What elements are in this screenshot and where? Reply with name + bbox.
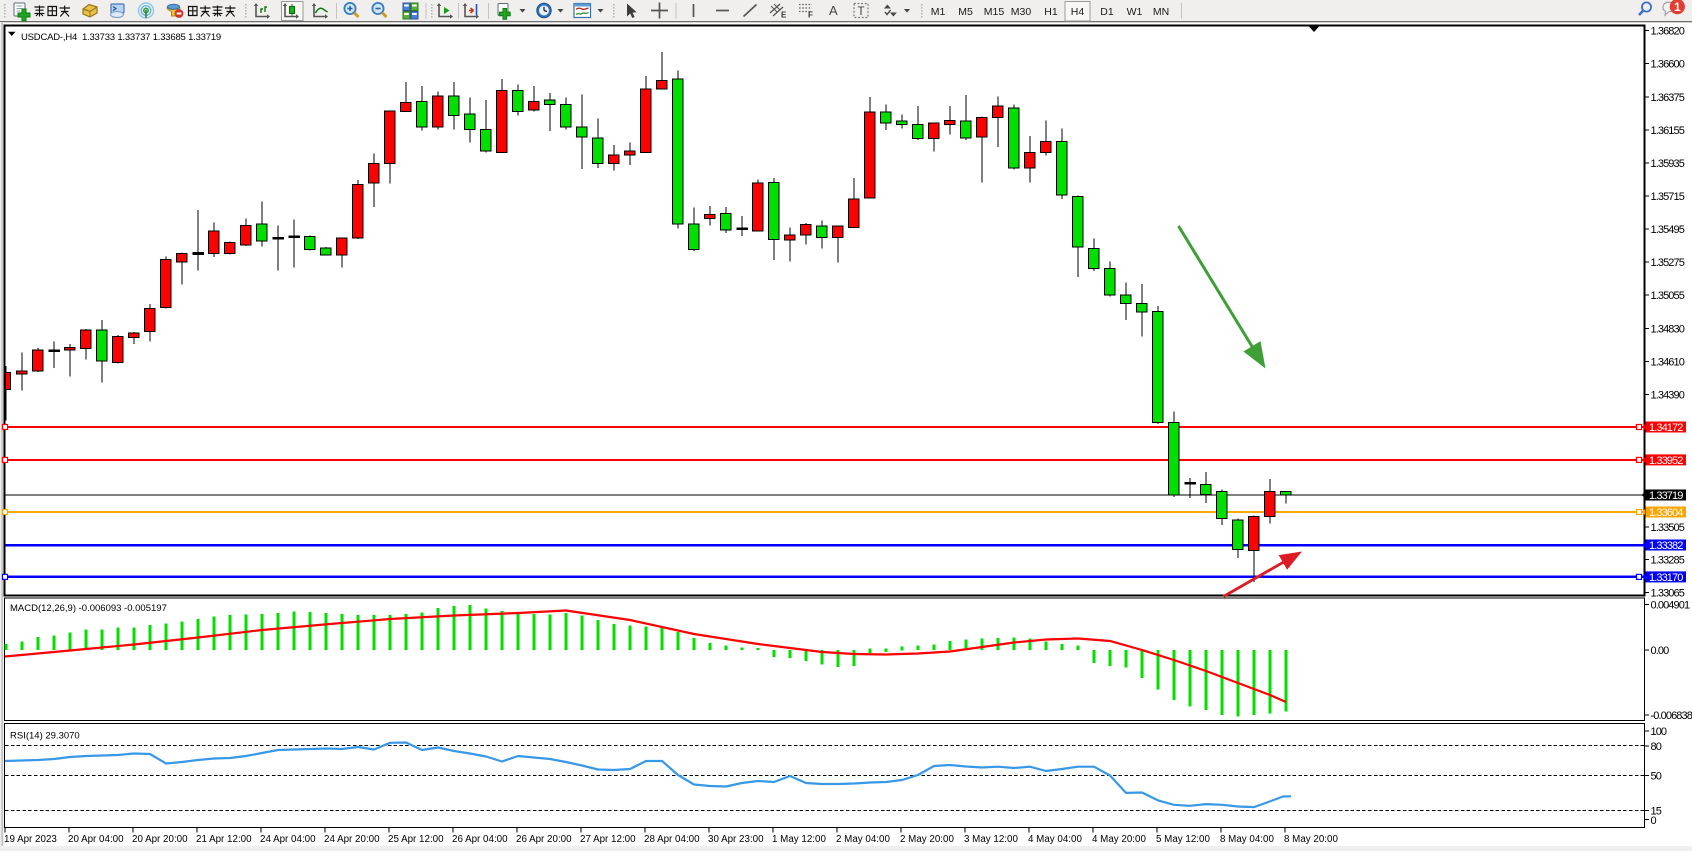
svg-text:26 Apr 20:00: 26 Apr 20:00 xyxy=(516,834,572,845)
svg-text:1.35055: 1.35055 xyxy=(1651,290,1685,302)
svg-text:3 May 12:00: 3 May 12:00 xyxy=(964,834,1018,845)
svg-text:1.33505: 1.33505 xyxy=(1651,522,1685,534)
svg-text:W1: W1 xyxy=(1127,6,1143,18)
svg-text:100: 100 xyxy=(1651,726,1667,738)
svg-text:M1: M1 xyxy=(931,6,946,18)
svg-text:1.34172: 1.34172 xyxy=(1649,422,1683,434)
svg-text:1.36820: 1.36820 xyxy=(1651,26,1685,38)
svg-text:30 Apr 23:00: 30 Apr 23:00 xyxy=(708,834,764,845)
svg-text:1.33065: 1.33065 xyxy=(1651,588,1685,600)
svg-text:2 May 04:00: 2 May 04:00 xyxy=(836,834,890,845)
svg-text:F: F xyxy=(808,11,813,20)
svg-text:1.33285: 1.33285 xyxy=(1651,555,1685,567)
svg-text:19 Apr 2023: 19 Apr 2023 xyxy=(4,834,57,845)
svg-text:1 May 12:00: 1 May 12:00 xyxy=(772,834,826,845)
svg-text:M15: M15 xyxy=(984,6,1005,18)
svg-text:24 Apr 20:00: 24 Apr 20:00 xyxy=(324,834,380,845)
svg-text:0.00: 0.00 xyxy=(1651,645,1670,657)
svg-text:28 Apr 04:00: 28 Apr 04:00 xyxy=(644,834,700,845)
svg-text:24 Apr 04:00: 24 Apr 04:00 xyxy=(260,834,316,845)
svg-text:1.36155: 1.36155 xyxy=(1651,125,1685,137)
svg-text:M5: M5 xyxy=(958,6,973,18)
svg-text:1.35935: 1.35935 xyxy=(1651,158,1685,170)
svg-text:MN: MN xyxy=(1153,6,1169,18)
svg-text:MACD(12,26,9) -0.006093 -0.005: MACD(12,26,9) -0.006093 -0.005197 xyxy=(10,603,167,614)
svg-text:1.36375: 1.36375 xyxy=(1651,92,1685,104)
svg-text:5 May 12:00: 5 May 12:00 xyxy=(1156,834,1210,845)
svg-text:1.35275: 1.35275 xyxy=(1651,257,1685,269)
svg-text:RSI(14) 29.3070: RSI(14) 29.3070 xyxy=(10,731,80,742)
svg-text:USDCAD-,H4 1.33733 1.33737 1.: USDCAD-,H4 1.33733 1.33737 1.33685 1.337… xyxy=(21,32,221,43)
svg-text:1.33952: 1.33952 xyxy=(1649,455,1683,467)
svg-text:1.33170: 1.33170 xyxy=(1649,572,1683,584)
svg-text:25 Apr 12:00: 25 Apr 12:00 xyxy=(388,834,444,845)
svg-text:8 May 04:00: 8 May 04:00 xyxy=(1220,834,1274,845)
svg-text:20 Apr 04:00: 20 Apr 04:00 xyxy=(68,834,124,845)
svg-text:H4: H4 xyxy=(1071,6,1085,18)
svg-text:A: A xyxy=(829,3,838,18)
svg-text:1.34390: 1.34390 xyxy=(1651,389,1685,401)
svg-text:H1: H1 xyxy=(1044,6,1058,18)
svg-text:T: T xyxy=(858,6,865,18)
svg-text:D1: D1 xyxy=(1100,6,1114,18)
svg-text:27 Apr 12:00: 27 Apr 12:00 xyxy=(580,834,636,845)
svg-text:21 Apr 12:00: 21 Apr 12:00 xyxy=(196,834,252,845)
svg-text:1.33604: 1.33604 xyxy=(1649,507,1683,519)
svg-text:1.34610: 1.34610 xyxy=(1651,356,1685,368)
svg-text:M30: M30 xyxy=(1011,6,1032,18)
svg-text:50: 50 xyxy=(1651,771,1662,783)
svg-text:2 May 20:00: 2 May 20:00 xyxy=(900,834,954,845)
svg-text:20 Apr 20:00: 20 Apr 20:00 xyxy=(132,834,188,845)
svg-text:1.35715: 1.35715 xyxy=(1651,191,1685,203)
svg-text:-0.006838: -0.006838 xyxy=(1651,710,1692,722)
svg-text:1.33382: 1.33382 xyxy=(1649,540,1683,552)
svg-text:26 Apr 04:00: 26 Apr 04:00 xyxy=(452,834,508,845)
svg-text:1.33719: 1.33719 xyxy=(1649,490,1683,502)
svg-text:0: 0 xyxy=(1651,815,1657,827)
svg-text:4 May 20:00: 4 May 20:00 xyxy=(1092,834,1146,845)
svg-text:0.004901: 0.004901 xyxy=(1651,599,1690,611)
svg-text:4 May 04:00: 4 May 04:00 xyxy=(1028,834,1082,845)
svg-text:1.36600: 1.36600 xyxy=(1651,59,1685,71)
svg-text:1.34830: 1.34830 xyxy=(1651,324,1685,336)
svg-text:1.35495: 1.35495 xyxy=(1651,224,1685,236)
svg-text:E: E xyxy=(781,11,787,20)
svg-text:1: 1 xyxy=(1674,0,1681,14)
svg-text:80: 80 xyxy=(1651,741,1662,753)
svg-text:8 May 20:00: 8 May 20:00 xyxy=(1284,834,1338,845)
